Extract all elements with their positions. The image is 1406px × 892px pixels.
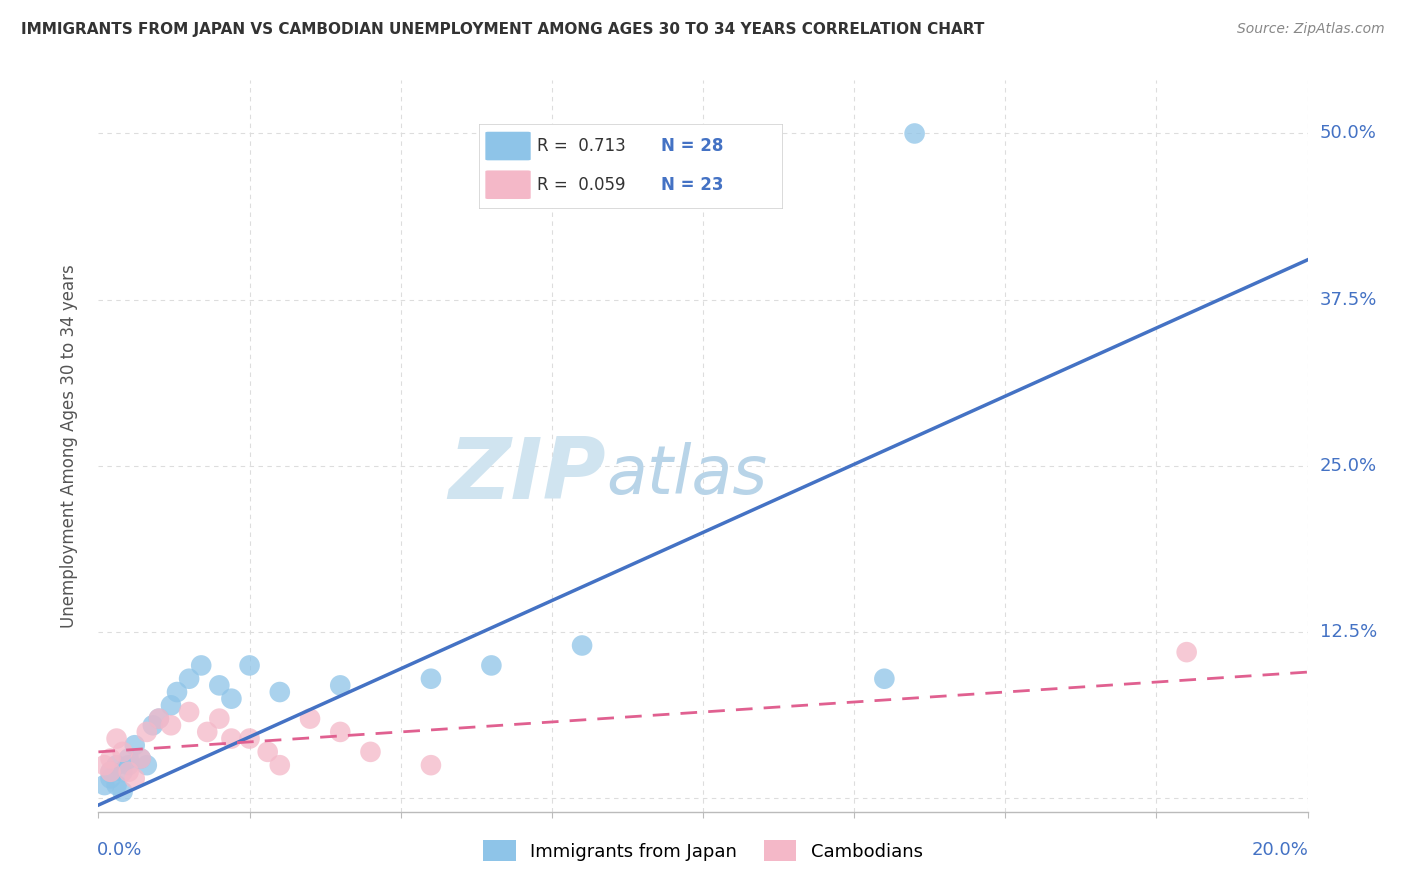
Y-axis label: Unemployment Among Ages 30 to 34 years: Unemployment Among Ages 30 to 34 years [59,264,77,628]
Text: R =  0.713: R = 0.713 [537,137,626,155]
Point [269,685,291,699]
Point [148,712,170,726]
Point [571,639,593,653]
Point [195,725,218,739]
Point [221,691,243,706]
Point [135,758,157,772]
Point [118,764,141,779]
Point [419,758,441,772]
Point [118,758,141,772]
Point [100,751,122,765]
Point [208,678,231,692]
Text: 37.5%: 37.5% [1320,291,1376,309]
Text: N = 28: N = 28 [661,137,723,155]
Point [111,764,134,779]
Point [118,751,141,765]
Point [124,738,146,752]
Point [419,672,441,686]
Point [239,658,262,673]
Point [166,685,188,699]
Point [329,725,352,739]
Point [135,725,157,739]
Text: R =  0.059: R = 0.059 [537,176,626,194]
FancyBboxPatch shape [485,132,530,161]
Point [142,718,165,732]
Point [93,778,115,792]
Point [100,772,122,786]
Text: 20.0%: 20.0% [1251,841,1309,859]
Point [129,751,152,765]
Legend: Immigrants from Japan, Cambodians: Immigrants from Japan, Cambodians [475,833,931,869]
Point [239,731,262,746]
Point [904,127,927,141]
Point [160,718,183,732]
Point [100,764,122,779]
Text: atlas: atlas [606,442,768,508]
Point [269,758,291,772]
Point [329,678,352,692]
Text: 0.0%: 0.0% [97,841,142,859]
Text: 25.0%: 25.0% [1320,457,1376,475]
Point [124,772,146,786]
Point [177,705,201,719]
Point [100,764,122,779]
Text: 12.5%: 12.5% [1320,624,1376,641]
Point [256,745,278,759]
Point [160,698,183,713]
Point [481,658,503,673]
Point [299,712,322,726]
FancyBboxPatch shape [485,170,530,199]
Text: IMMIGRANTS FROM JAPAN VS CAMBODIAN UNEMPLOYMENT AMONG AGES 30 TO 34 YEARS CORREL: IMMIGRANTS FROM JAPAN VS CAMBODIAN UNEMP… [21,22,984,37]
Text: Source: ZipAtlas.com: Source: ZipAtlas.com [1237,22,1385,37]
Point [111,745,134,759]
Point [221,731,243,746]
Point [177,672,201,686]
Text: ZIP: ZIP [449,434,606,516]
Text: N = 23: N = 23 [661,176,723,194]
Point [105,731,128,746]
Point [873,672,896,686]
Point [190,658,212,673]
Point [93,758,115,772]
Point [148,712,170,726]
Point [105,758,128,772]
Point [1175,645,1198,659]
Point [360,745,382,759]
Point [208,712,231,726]
Point [105,778,128,792]
Text: 50.0%: 50.0% [1320,125,1376,143]
Point [111,785,134,799]
Point [129,751,152,765]
